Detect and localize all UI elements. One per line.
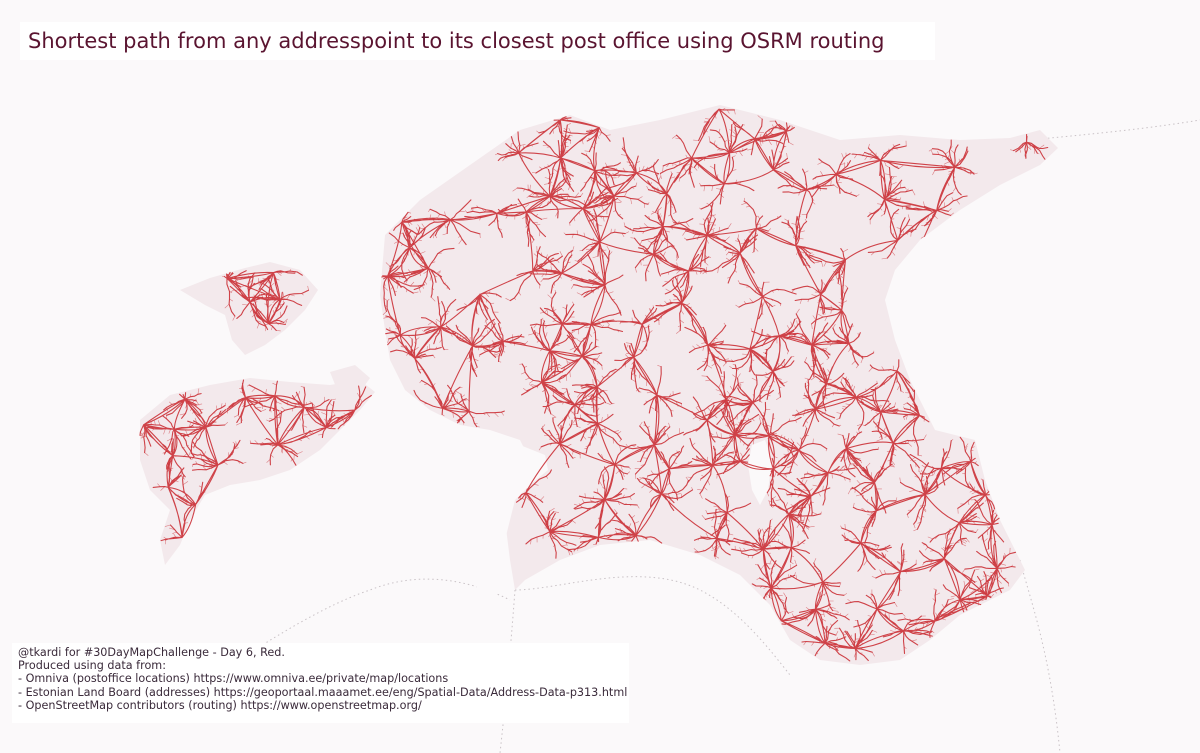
credit-land-board: - Estonian Land Board (addresses) https:… bbox=[18, 685, 628, 699]
credit-author: @tkardi for #30DayMapChallenge - Day 6, … bbox=[18, 646, 285, 659]
credits-panel: @tkardi for #30DayMapChallenge - Day 6, … bbox=[12, 643, 629, 723]
hiiumaa-shape bbox=[180, 262, 318, 355]
title-panel: Shortest path from any addresspoint to i… bbox=[20, 22, 935, 60]
route-branches bbox=[139, 108, 1049, 662]
lake-vortsjarv bbox=[748, 440, 772, 505]
muhu-shape bbox=[330, 365, 370, 392]
credit-intro: Produced using data from: bbox=[18, 659, 166, 673]
route-network bbox=[139, 107, 1049, 662]
parnu-bay bbox=[470, 445, 548, 600]
map-title: Shortest path from any addresspoint to i… bbox=[28, 29, 885, 53]
lake-peipus bbox=[985, 295, 1005, 430]
credit-osm: - OpenStreetMap contributors (routing) h… bbox=[18, 698, 422, 712]
mainland-shape bbox=[380, 105, 1058, 665]
credit-omniva: - Omniva (postoffice locations) https://… bbox=[18, 672, 449, 686]
land-areas bbox=[140, 105, 1058, 665]
